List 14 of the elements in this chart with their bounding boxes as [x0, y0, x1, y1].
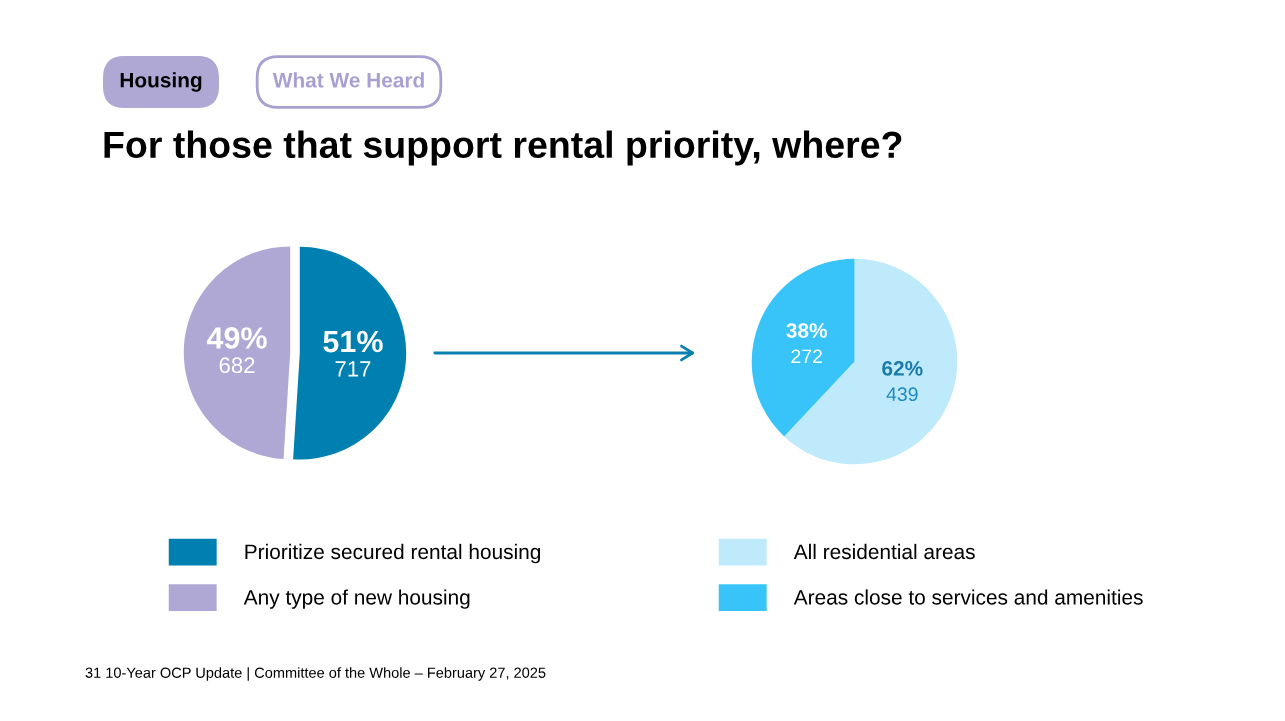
- data-label: 49% 682: [206, 327, 267, 374]
- pie-slice: [784, 258, 958, 465]
- chart-title: For those that support rental priority, where?: [104, 130, 902, 166]
- pie-slice: [751, 258, 855, 437]
- data-label: 38% 272: [786, 323, 828, 364]
- legend-label: All residential areas: [793, 543, 975, 560]
- data-label: 62% 439: [882, 360, 923, 402]
- legend-label: Any type of new housing: [243, 589, 470, 609]
- legend-label: Areas close to services and amenities: [793, 589, 1143, 605]
- data-label: 51% 717: [323, 330, 383, 377]
- text: 31 10-Year OCP Update | Committee of the Whole – February 27, 2025: [85, 667, 546, 681]
- legend-label: Prioritize secured rental housing: [245, 543, 541, 564]
- text: What We Heard: [272, 72, 424, 88]
- text: Housing: [120, 72, 202, 92]
